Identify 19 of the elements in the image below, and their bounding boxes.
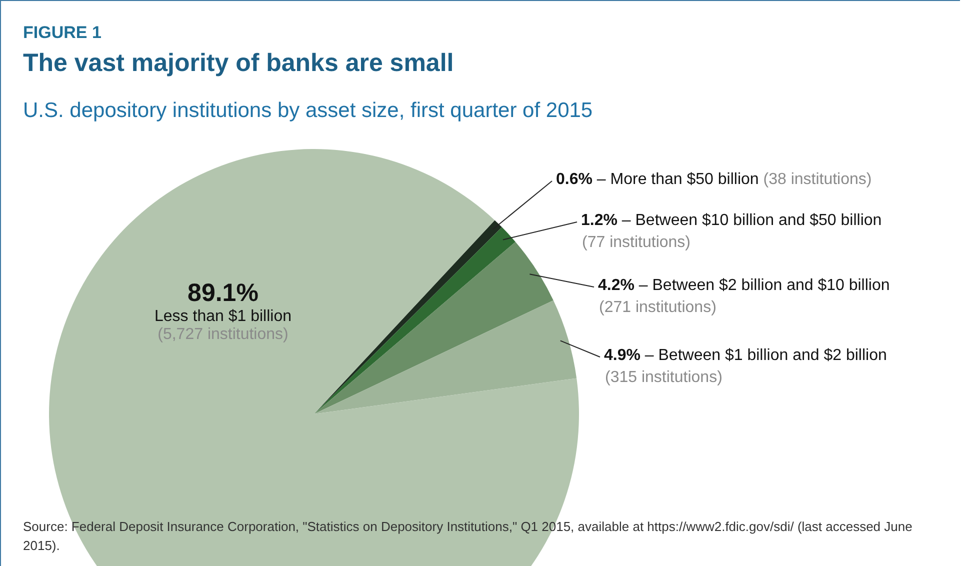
caption: FIGURE 1 [23,23,102,43]
chart-title: The vast majority of banks are small [23,49,454,78]
slice-label: – Between $10 billion and $50 billion [622,212,882,229]
text: (5,727 institutions) [156,326,290,344]
data-label: 4.9% [604,347,640,364]
slice-label: – Between $1 billion and $2 billion [644,347,887,364]
data-label: 0.6% [556,171,592,188]
data-label: 89.1% [186,279,260,308]
data-label: 1.2% [581,212,618,229]
data-label: 4.2% [598,277,634,294]
text: (38 institutions) [762,171,872,188]
slice-label: – More than $50 billion [596,171,759,188]
source-note: Source: Federal Deposit Insurance Corporation, "Statistics on Depository Institutions," Q1 2015, available at https://www2.fdic.gov/sdi/ (last accessed June 2015). [23,518,914,555]
text: (77 institutions) [582,234,690,252]
slice-label: Less than $1 billion [154,308,292,326]
chart-subtitle: U.S. depository institutions by asset size, first quarter of 2015 [23,99,593,123]
text: (315 institutions) [605,369,722,387]
slice-label: – Between $2 billion and $10 billion [638,277,890,294]
text: (271 institutions) [599,299,716,317]
